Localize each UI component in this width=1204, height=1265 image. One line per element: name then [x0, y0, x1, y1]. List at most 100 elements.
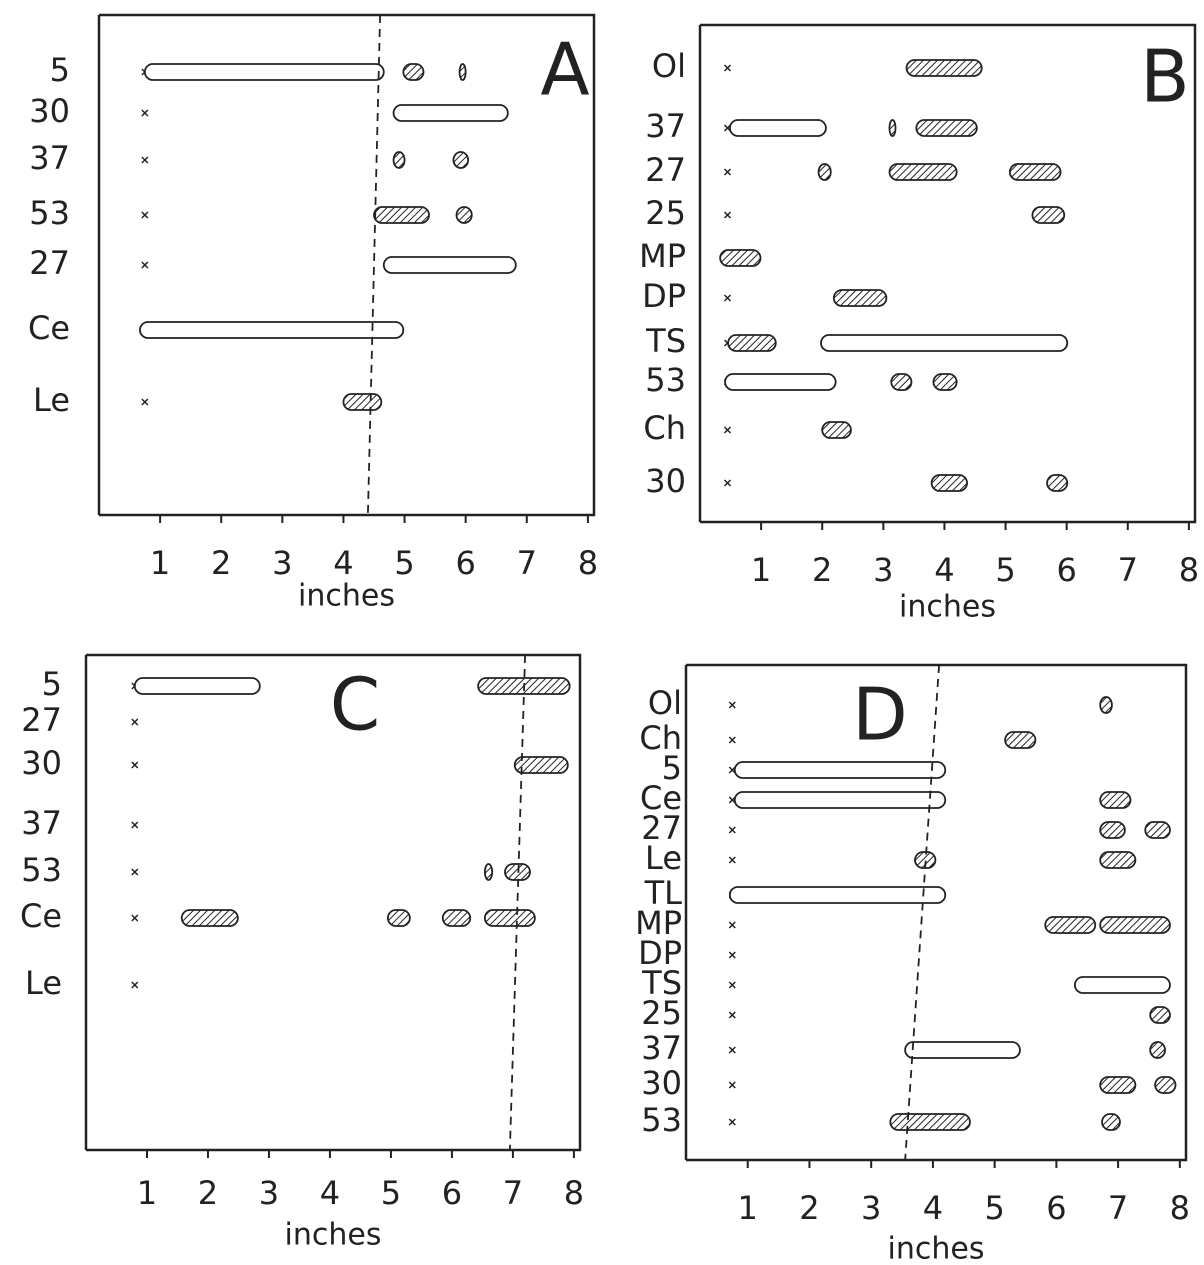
lane-label: Ce: [28, 309, 70, 347]
x-tick-label: 5: [984, 1189, 1004, 1227]
x-tick-label: 1: [150, 544, 170, 582]
x-tick-label: 6: [455, 544, 475, 582]
lane-label: 53: [641, 1101, 682, 1139]
origin-mark: [142, 399, 148, 405]
spot: [891, 374, 911, 390]
x-tick-label: 2: [198, 1174, 218, 1212]
panel-frame: [700, 25, 1195, 522]
panel-frame: [99, 15, 594, 515]
origin-mark: [132, 762, 138, 768]
spot: [374, 207, 429, 223]
x-tick-label: 2: [799, 1189, 819, 1227]
x-axis-label: inches: [888, 1232, 985, 1265]
spot: [388, 910, 410, 926]
spot: [1155, 1077, 1175, 1093]
spot: [1005, 732, 1035, 748]
spot: [145, 64, 384, 80]
origin-mark: [729, 702, 735, 708]
origin-mark: [725, 169, 731, 175]
lane-label: 37: [29, 139, 70, 177]
lane-label: 53: [29, 194, 70, 232]
origin-mark: [725, 212, 731, 218]
x-tick-label: 6: [442, 1174, 462, 1212]
spot: [821, 335, 1067, 351]
x-tick-label: 4: [934, 551, 954, 589]
spot: [730, 120, 826, 136]
lane-label: Le: [645, 839, 682, 877]
spot: [1150, 1042, 1165, 1058]
x-tick-label: 4: [923, 1189, 943, 1227]
lane-label: 25: [645, 194, 686, 232]
spot: [933, 374, 956, 390]
spot: [1145, 822, 1170, 838]
origin-mark: [729, 827, 735, 833]
spot: [384, 257, 516, 273]
spot: [735, 792, 945, 808]
lane-label: 27: [645, 151, 686, 189]
lane-label: 37: [641, 1029, 682, 1067]
solvent-front: [905, 665, 939, 1160]
origin-mark: [132, 719, 138, 725]
spot: [1102, 1114, 1120, 1130]
x-tick-label: 2: [211, 544, 231, 582]
x-tick-label: 3: [861, 1189, 881, 1227]
x-tick-label: 8: [1170, 1189, 1190, 1227]
origin-mark: [142, 262, 148, 268]
x-tick-label: 4: [320, 1174, 340, 1212]
lane-label: Ce: [20, 897, 62, 935]
spot: [1045, 917, 1095, 933]
spot: [1150, 1007, 1170, 1023]
spot: [457, 207, 472, 223]
x-tick-label: 3: [873, 551, 893, 589]
spot: [1100, 792, 1130, 808]
origin-mark: [729, 922, 735, 928]
x-tick-label: 1: [751, 551, 771, 589]
origin-mark: [729, 952, 735, 958]
spot: [728, 335, 776, 351]
origin-mark: [142, 110, 148, 116]
x-tick-label: 4: [333, 544, 353, 582]
lane-label: 30: [21, 744, 62, 782]
spot: [505, 864, 530, 880]
panel-letter: D: [852, 673, 907, 757]
lane-label: 37: [21, 804, 62, 842]
page: A12345678inches530375327CeLeB12345678inc…: [0, 0, 1204, 1265]
spot: [1100, 917, 1170, 933]
lane-label: Le: [25, 964, 62, 1002]
origin-mark: [729, 982, 735, 988]
origin-mark: [725, 427, 731, 433]
x-tick-label: 6: [1046, 1189, 1066, 1227]
x-tick-label: 3: [272, 544, 292, 582]
spot: [834, 290, 887, 306]
lane-label: 30: [645, 462, 686, 500]
lane-label: Ol: [648, 684, 682, 722]
spot: [135, 678, 260, 694]
x-tick-label: 6: [1056, 551, 1076, 589]
lane-label: 27: [29, 244, 70, 282]
spot: [485, 864, 492, 880]
spot: [889, 120, 895, 136]
x-tick-label: 8: [578, 544, 598, 582]
x-tick-label: 3: [259, 1174, 279, 1212]
lane-label: 53: [645, 361, 686, 399]
spot: [1075, 977, 1170, 993]
x-axis-label: inches: [298, 579, 395, 614]
origin-mark: [142, 157, 148, 163]
origin-mark: [729, 857, 735, 863]
spot: [1010, 164, 1061, 180]
lane-label: Le: [33, 381, 70, 419]
lane-label: 53: [21, 851, 62, 889]
spot: [905, 1042, 1020, 1058]
x-axis-label: inches: [285, 1218, 382, 1253]
origin-mark: [132, 869, 138, 875]
spot: [890, 1114, 970, 1130]
spot: [343, 394, 381, 410]
origin-mark: [729, 737, 735, 743]
lane-label: Ol: [652, 47, 686, 85]
lane-label: MP: [639, 237, 686, 275]
panel-letter: A: [540, 28, 589, 112]
origin-mark: [729, 1012, 735, 1018]
panel-letter: B: [1140, 35, 1189, 119]
spot: [1100, 697, 1112, 713]
x-tick-label: 7: [503, 1174, 523, 1212]
